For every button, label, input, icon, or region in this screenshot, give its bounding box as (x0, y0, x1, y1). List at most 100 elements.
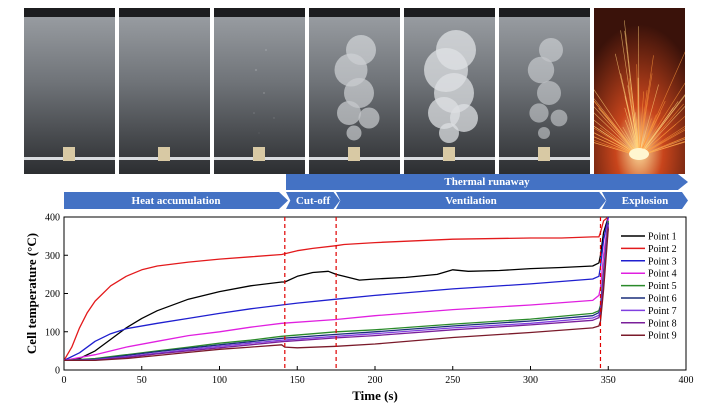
series-line-point-2 (64, 217, 609, 361)
chamber-top (404, 8, 495, 17)
spark (638, 55, 654, 157)
spark (594, 106, 640, 157)
series-line-point-6 (64, 222, 609, 362)
spark (638, 103, 684, 157)
ventilation-label: Ventilation (445, 194, 497, 207)
spark (594, 89, 640, 157)
spark (594, 112, 640, 157)
battery-cell (63, 147, 75, 161)
spark (598, 108, 640, 157)
spark (620, 30, 640, 157)
explosion-core (629, 148, 649, 160)
legend-label: Point 3 (648, 256, 677, 267)
chamber-background (119, 8, 210, 174)
x-tick-label: 350 (601, 375, 616, 386)
thermal-runaway-stage-arrow: Thermal runaway (286, 174, 688, 190)
legend-label: Point 9 (648, 331, 677, 342)
spark (594, 100, 640, 157)
cut-off-stage-arrow: Cut-off (286, 192, 340, 209)
legend-label: Point 6 (648, 294, 677, 305)
explosion-label: Explosion (621, 194, 669, 207)
y-tick-label: 200 (45, 289, 60, 300)
experiment-photo-2 (119, 8, 210, 174)
x-tick-label: 100 (212, 375, 227, 386)
spark (594, 136, 640, 157)
smoke-plume (334, 35, 380, 141)
spark (638, 105, 685, 157)
battery-cell (253, 147, 265, 161)
temperature-chart: 0 50 100 150 200 250 300 350 400 0 100 200 300 400 Tim… (24, 213, 694, 404)
spark (638, 91, 644, 157)
spark (638, 101, 679, 157)
spark (638, 82, 685, 157)
spark (638, 84, 659, 157)
smoke-plume (527, 38, 568, 139)
spark (638, 141, 685, 157)
chamber-top (499, 8, 590, 17)
legend-label: Point 2 (648, 244, 677, 255)
cut-off-label: Cut-off (295, 194, 331, 207)
experiment-photo-strip (24, 8, 688, 174)
x-axis-title: Time (s) (352, 388, 398, 403)
experiment-photo-5 (404, 8, 495, 174)
experiment-photo-6 (499, 8, 590, 174)
battery-cell (538, 147, 550, 161)
series-line-point-9 (64, 228, 609, 362)
plot-frame (63, 216, 687, 371)
series-line-point-4 (64, 218, 609, 362)
x-tick-label: 200 (368, 375, 383, 386)
thermal-runaway-label: Thermal runaway (444, 176, 530, 188)
experiment-photo-7 (594, 8, 685, 174)
legend-label: Point 4 (648, 269, 677, 280)
y-tick-label: 300 (45, 251, 60, 262)
experiment-photo-4 (309, 8, 400, 174)
spark (594, 140, 640, 157)
spark (638, 137, 685, 157)
chamber-top (309, 8, 400, 17)
x-tick-label: 300 (523, 375, 538, 386)
chamber-top (24, 8, 115, 17)
heat-accumulation-stage-arrow: Heat accumulation (64, 192, 288, 209)
chamber-top (119, 8, 210, 17)
heat-accumulation-label: Heat accumulation (131, 194, 221, 207)
spark (638, 51, 685, 157)
y-tick-label: 0 (55, 366, 60, 377)
spark (620, 73, 640, 157)
legend-label: Point 5 (648, 281, 677, 292)
spark (638, 95, 685, 157)
spark (638, 115, 685, 157)
x-tick-label: 400 (679, 375, 694, 386)
smoke-plume (253, 49, 275, 134)
experiment-photo-1 (24, 8, 115, 174)
chamber-top (214, 8, 305, 17)
spark (594, 142, 640, 157)
y-tick-label: 100 (45, 327, 60, 338)
legend-label: Point 7 (648, 306, 677, 317)
ventilation-stage-arrow: Ventilation (336, 192, 606, 209)
battery-cell (443, 147, 455, 161)
x-tick-label: 150 (290, 375, 305, 386)
spark (594, 119, 640, 157)
spark (638, 129, 685, 157)
series-line-point-3 (64, 217, 609, 361)
spark (638, 126, 685, 157)
smoke-plume (424, 30, 478, 143)
spark (638, 138, 685, 157)
y-tick-label: 400 (45, 213, 60, 224)
legend-label: Point 1 (648, 232, 677, 243)
x-tick-label: 250 (445, 375, 460, 386)
legend-label: Point 8 (648, 318, 677, 329)
explosion-stage-arrow: Explosion (602, 192, 688, 209)
chamber-background (214, 8, 305, 174)
battery-cell (158, 147, 170, 161)
chamber-background (24, 8, 115, 174)
spark (594, 127, 640, 157)
x-tick-label: 0 (62, 375, 67, 386)
experiment-photo-3 (214, 8, 305, 174)
y-axis-title: Cell temperature (°C) (24, 233, 39, 354)
x-tick-label: 50 (137, 375, 147, 386)
spark (594, 125, 640, 157)
spark (624, 20, 640, 157)
spark (624, 107, 640, 157)
battery-cell (348, 147, 360, 161)
